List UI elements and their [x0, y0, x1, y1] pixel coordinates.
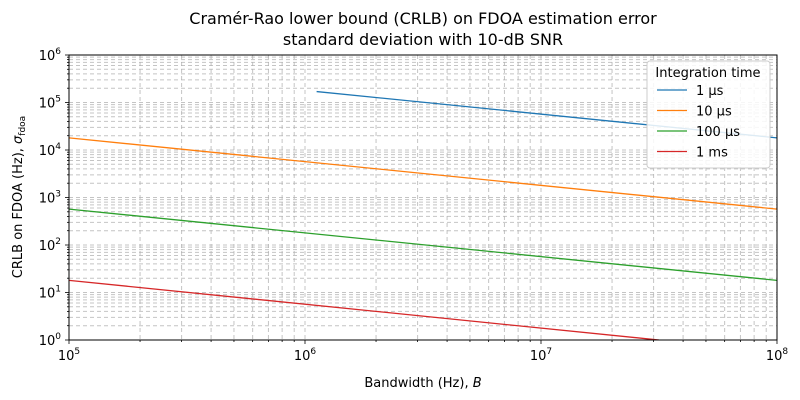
- x-axis-label-text: Bandwidth (Hz),: [364, 376, 472, 391]
- y-tick-label: 100: [39, 332, 62, 349]
- series-lines: [69, 90, 777, 340]
- y-axis-label-symbol: σ: [11, 135, 26, 144]
- y-axis-ticks: 100 101 102 103 104 105 106: [39, 47, 69, 349]
- y-tick-label: 101: [39, 285, 61, 302]
- legend-label: 100 μs: [696, 125, 740, 140]
- y-tick-label: 103: [39, 190, 61, 207]
- chart-title-line1: Cramér-Rao lower bound (CRLB) on FDOA es…: [189, 9, 657, 28]
- y-tick-label: 106: [39, 47, 62, 64]
- y-axis-label-text: CRLB on FDOA (Hz),: [11, 144, 26, 278]
- y-axis-label-subscript: fdoa: [18, 116, 28, 136]
- legend-box: [646, 60, 771, 169]
- x-tick-label: 105: [58, 347, 80, 364]
- y-tick-label: 102: [39, 237, 61, 254]
- x-tick-label: 108: [766, 347, 789, 364]
- series-line: [69, 137, 777, 210]
- x-axis-label-var: B: [473, 376, 482, 391]
- x-axis-ticks: 105 106 107 108: [58, 340, 789, 364]
- plot-area-frame: [68, 54, 778, 341]
- legend-label: 10 μs: [696, 105, 732, 120]
- y-tick-label: 105: [39, 95, 61, 112]
- series-line: [69, 279, 659, 340]
- series-line: [69, 208, 777, 282]
- x-axis-label: Bandwidth (Hz), B: [364, 376, 481, 391]
- x-tick-label: 106: [294, 347, 317, 364]
- legend-title: Integration time: [655, 66, 760, 81]
- legend: Integration time 1 μs 10 μs 100 μs 1 ms: [646, 60, 771, 169]
- y-tick-label: 104: [39, 142, 62, 159]
- chart-title-line2: standard deviation with 10-dB SNR: [283, 30, 563, 49]
- y-axis-label: CRLB on FDOA (Hz), σfdoa: [11, 116, 28, 278]
- legend-label: 1 ms: [696, 146, 728, 161]
- legend-items: 1 μs 10 μs 100 μs 1 ms: [657, 84, 740, 161]
- x-tick-label: 107: [530, 347, 552, 364]
- legend-label: 1 μs: [696, 84, 724, 99]
